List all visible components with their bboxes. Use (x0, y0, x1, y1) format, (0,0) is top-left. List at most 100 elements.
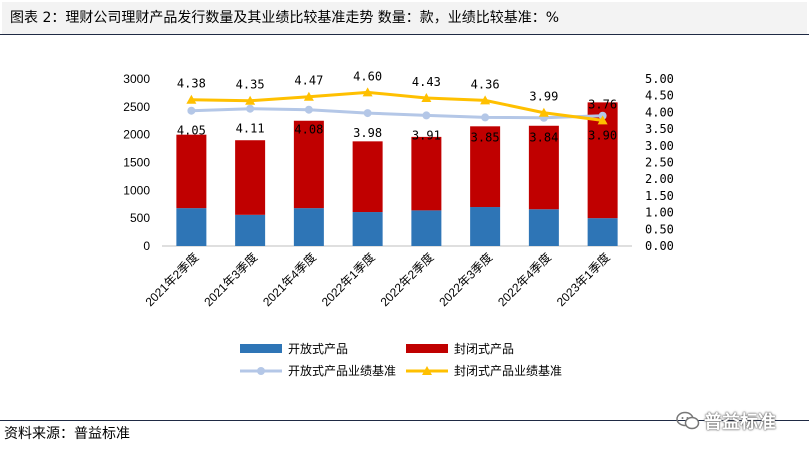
open-benchmark-point (246, 104, 255, 113)
lines (186, 87, 608, 125)
open-benchmark-point (187, 106, 196, 115)
legend-open-products: 开放式产品 (240, 340, 348, 357)
category-label: 2022年3季度 (436, 250, 496, 310)
category-label: 2022年1季度 (318, 250, 378, 310)
bar-closed-product (411, 136, 442, 211)
closed-benchmark-point (245, 95, 256, 105)
bar-open-product (587, 218, 618, 246)
bars (176, 102, 618, 246)
closed-benchmark-point (186, 94, 197, 104)
watermark: 普益标准 (676, 406, 800, 436)
bar-closed-product (235, 140, 266, 215)
closed-benchmark-point (597, 115, 608, 125)
closed-benchmark-line (191, 90, 603, 122)
legend-line-closed (406, 365, 448, 375)
legend-swatch-open (240, 344, 282, 353)
right-tick-label: 1.50 (645, 189, 674, 203)
right-tick-label: 2.00 (645, 172, 674, 186)
open-benchmark-data-label: 4.05 (177, 124, 206, 138)
bar-closed-product (470, 126, 501, 208)
left-tick-label: 2500 (123, 100, 150, 114)
closed-benchmark-point (421, 93, 432, 103)
closed-benchmark-data-label: 4.47 (294, 74, 323, 88)
open-benchmark-data-label: 3.84 (529, 131, 558, 145)
open-benchmark-data-label: 3.98 (353, 126, 382, 140)
bar-closed-product (293, 120, 324, 209)
closed-benchmark-data-label: 4.35 (236, 78, 265, 92)
bar-open-product (528, 209, 559, 246)
category-label: 2021年4季度 (259, 250, 319, 310)
open-benchmark-data-label: 4.11 (236, 122, 265, 136)
closed-benchmark-data-label: 4.38 (177, 77, 206, 91)
left-tick-label: 0 (143, 239, 150, 253)
legend-swatch-closed (406, 344, 448, 353)
right-axis-ticks: 0.00 0.50 1.00 1.50 2.00 2.50 3.00 3.50 4.00 4.50… (645, 72, 674, 253)
bottom-divider (0, 420, 809, 421)
bar-open-product (352, 212, 383, 246)
combo-chart: 0 500 1000 1500 2000 2500 3000 0.00 0.50 1.00 1.5… (123, 69, 674, 310)
top-divider (0, 34, 809, 35)
open-benchmark-point (481, 113, 490, 122)
bar-closed-product (352, 141, 383, 213)
figure-title: 图表 2：理财公司理财产品发行数量及其业绩比较基准走势 数量：款，业绩比较基准：… (2, 2, 807, 34)
closed-benchmark-point (538, 107, 549, 117)
open-benchmark-point (363, 109, 372, 118)
closed-benchmark-data-label: 4.36 (471, 77, 500, 91)
closed-benchmark-data-label: 3.99 (529, 90, 558, 104)
source-note: 资料来源：普益标准 (4, 426, 130, 442)
left-tick-label: 500 (130, 211, 150, 225)
category-label: 2021年3季度 (201, 250, 261, 310)
legend-label: 开放式产品 (288, 342, 349, 356)
right-tick-label: 2.50 (645, 156, 674, 170)
category-label: 2022年2季度 (377, 250, 437, 310)
bar-open-product (293, 208, 324, 246)
left-tick-label: 2000 (123, 128, 150, 142)
open-benchmark-line (191, 107, 603, 120)
legend: 开放式产品 封闭式产品 开放式产品业绩基准 封闭式产品业绩基准 (240, 338, 580, 382)
legend-open-benchmark: 开放式产品业绩基准 (240, 362, 396, 379)
bar-open-product (411, 210, 442, 246)
closed-benchmark-data-label: 3.76 (588, 97, 617, 111)
data-labels: 4.38 4.35 4.47 4.60 4.43 4.36 3.99 3.76 4.05 4.11… (177, 69, 617, 144)
bar-closed-product (528, 125, 559, 210)
bar-open-product (235, 214, 266, 246)
left-tick-label: 3000 (123, 72, 150, 86)
right-tick-label: 0.50 (645, 222, 674, 236)
right-tick-label: 1.00 (645, 206, 674, 220)
open-benchmark-data-label: 3.90 (588, 129, 617, 143)
right-tick-label: 4.00 (645, 105, 674, 119)
right-tick-label: 0.00 (645, 239, 674, 253)
right-tick-label: 3.00 (645, 139, 674, 153)
legend-label: 开放式产品业绩基准 (288, 364, 397, 378)
left-tick-label: 1500 (123, 156, 150, 170)
right-tick-label: 3.50 (645, 122, 674, 136)
closed-benchmark-data-label: 4.60 (353, 69, 382, 83)
category-label: 2022年4季度 (494, 250, 554, 310)
closed-benchmark-point (480, 95, 491, 105)
left-axis-ticks: 0 500 1000 1500 2000 2500 3000 (123, 72, 150, 253)
open-benchmark-data-label: 3.85 (471, 130, 500, 144)
wechat-icon (676, 411, 700, 430)
right-tick-label: 4.50 (645, 89, 674, 103)
bar-open-product (176, 208, 207, 246)
open-benchmark-point (304, 105, 313, 114)
closed-benchmark-point (303, 91, 314, 101)
bar-open-product (470, 207, 501, 246)
category-label: 2023年1季度 (553, 250, 613, 310)
open-benchmark-point (422, 111, 431, 120)
legend-label: 封闭式产品 (454, 342, 515, 356)
legend-closed-benchmark: 封闭式产品业绩基准 (406, 362, 562, 379)
open-benchmark-data-label: 4.08 (294, 123, 323, 137)
closed-benchmark-data-label: 4.43 (412, 75, 441, 89)
legend-line-open (240, 366, 282, 375)
category-label: 2021年2季度 (142, 250, 202, 310)
legend-label: 封闭式产品业绩基准 (454, 364, 563, 378)
closed-benchmark-point (362, 87, 373, 97)
open-benchmark-data-label: 3.91 (412, 128, 441, 142)
right-tick-label: 5.00 (645, 72, 674, 86)
left-tick-label: 1000 (123, 183, 150, 197)
watermark-text: 普益标准 (704, 412, 776, 433)
bar-closed-product (176, 134, 207, 209)
category-labels: 2021年2季度 2021年3季度 2021年4季度 2022年1季度 2022年2季度… (142, 250, 613, 310)
legend-closed-products: 封闭式产品 (406, 340, 514, 357)
